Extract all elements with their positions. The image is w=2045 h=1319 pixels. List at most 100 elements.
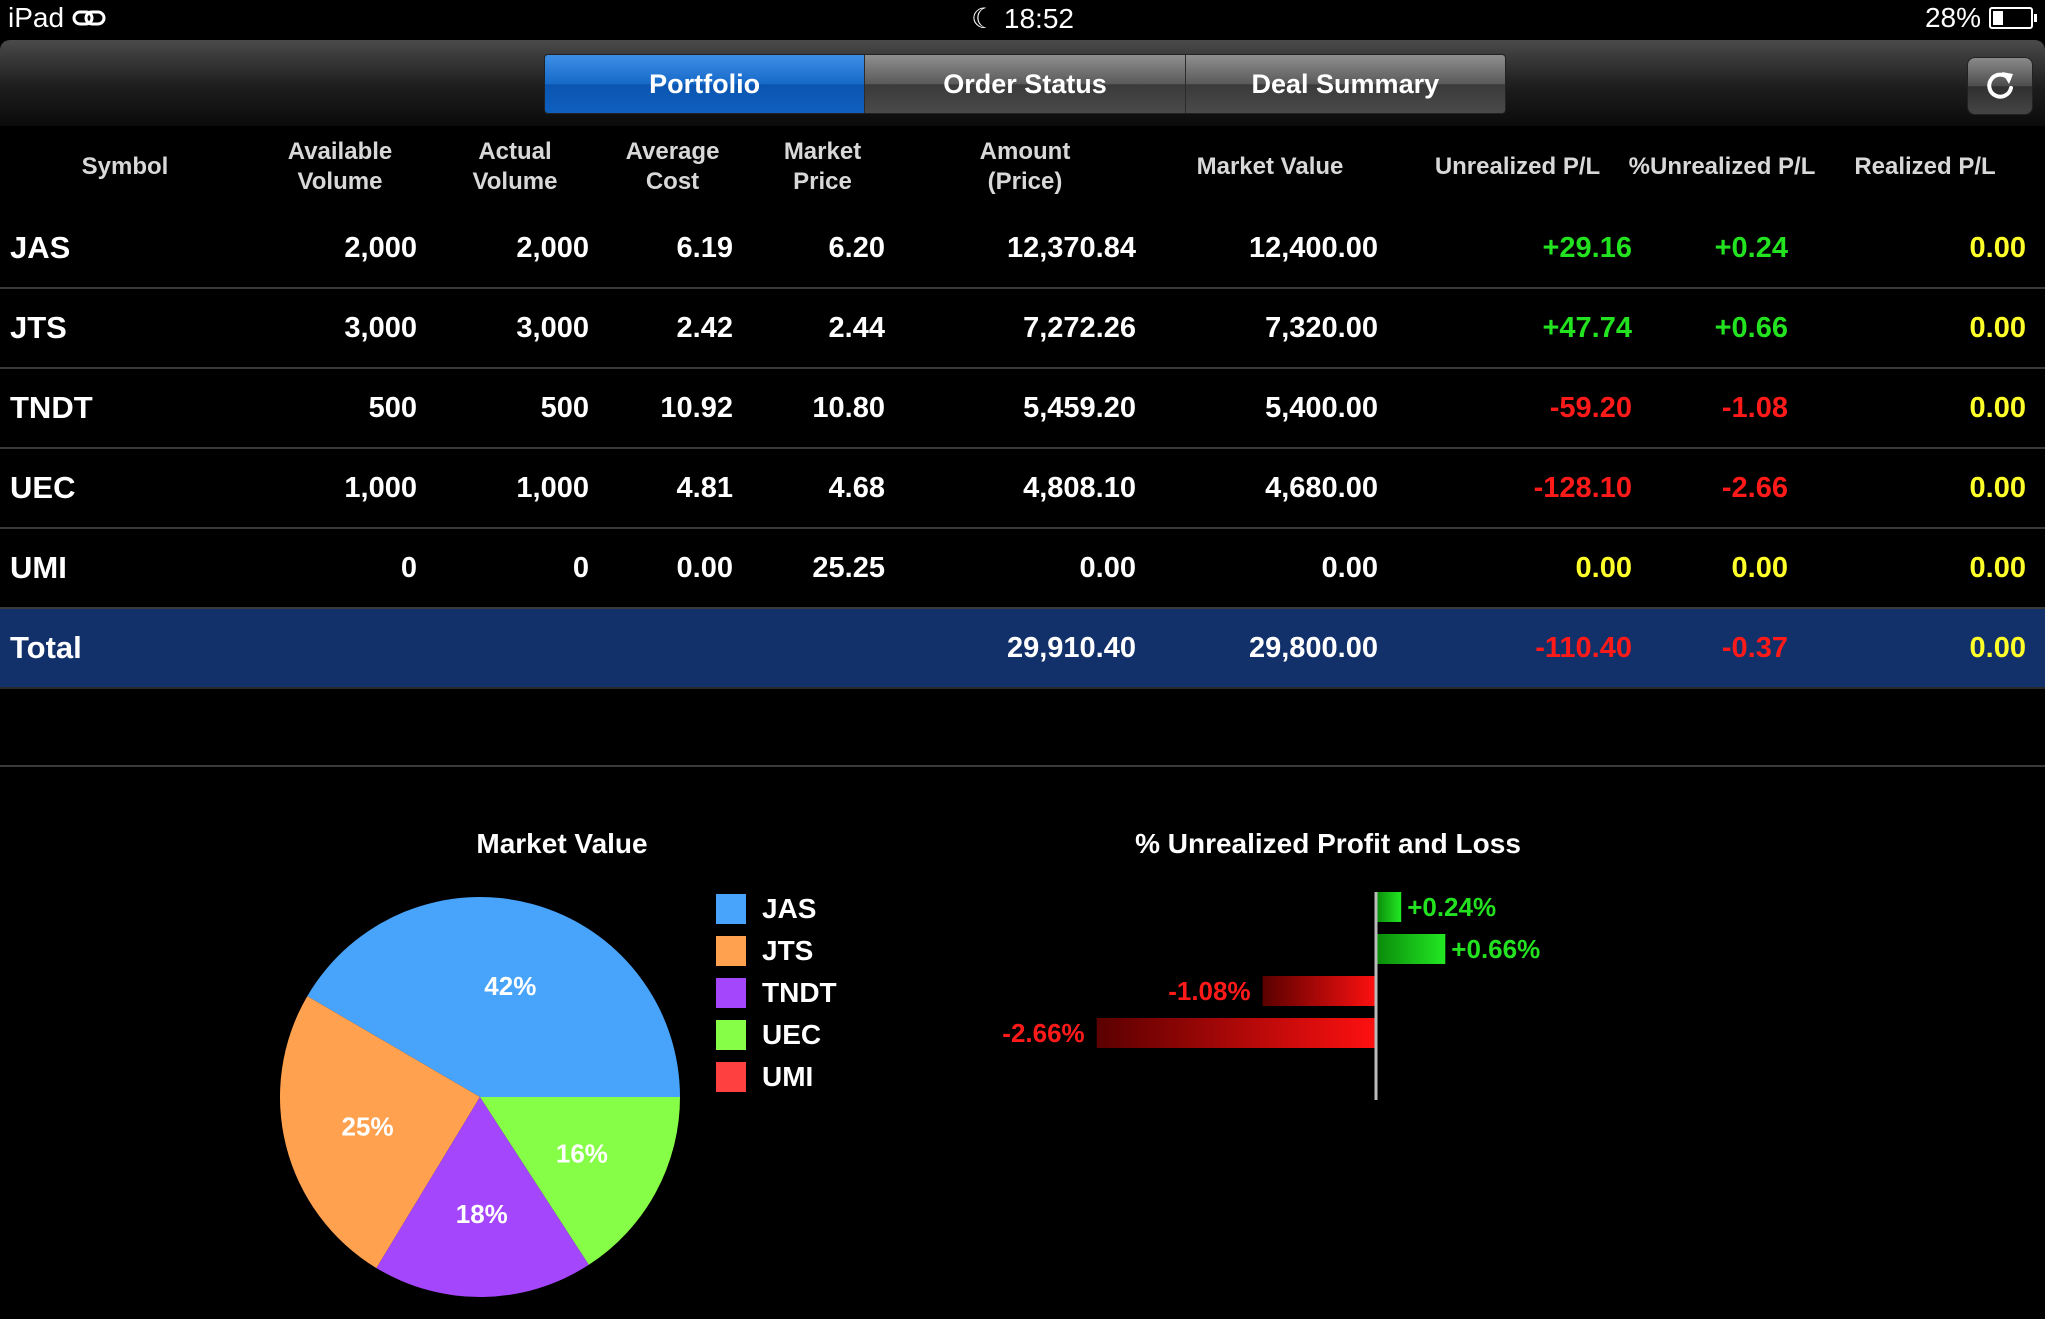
col-actual-volume[interactable]: Actual Volume <box>472 138 558 195</box>
cell-amount: 4,808.10 <box>1023 472 1136 504</box>
col-available-volume[interactable]: Available Volume <box>287 138 393 195</box>
total-realized-pl: 0.00 <box>1969 632 2026 664</box>
col-market-value[interactable]: Market Value <box>1196 153 1344 180</box>
cell-actual-volume: 3,000 <box>516 312 589 344</box>
bar-uec <box>1096 1018 1376 1048</box>
cell-available-volume: 1,000 <box>344 472 417 504</box>
cell-average-cost: 4.81 <box>676 472 733 504</box>
table-row-jts[interactable]: JTS 3,000 3,000 2.42 2.44 7,272.26 7,320… <box>0 289 2045 369</box>
table-row-jas[interactable]: JAS 2,000 2,000 6.19 6.20 12,370.84 12,4… <box>0 209 2045 289</box>
cell-market-value: 5,400.00 <box>1265 392 1378 424</box>
pie-chart-title: Market Value <box>476 828 648 859</box>
col-symbol[interactable]: Symbol <box>81 153 169 180</box>
legend-item-umi: UMI <box>716 1056 837 1098</box>
legend-swatch <box>716 978 746 1008</box>
tab-portfolio[interactable]: Portfolio <box>545 55 866 113</box>
col-market-price[interactable]: Market Price <box>783 138 862 195</box>
tab-deal-summary[interactable]: Deal Summary <box>1185 55 1505 113</box>
cell-realized-pl: 0.00 <box>1969 232 2026 264</box>
cell-amount: 7,272.26 <box>1023 312 1136 344</box>
cell-realized-pl: 0.00 <box>1969 392 2026 424</box>
cell-realized-pl: 0.00 <box>1969 552 2026 584</box>
pie-label-jts: 25% <box>342 1112 394 1142</box>
legend-item-jas: JAS <box>716 888 837 930</box>
tab-order-status[interactable]: Order Status <box>865 55 1186 113</box>
cell-actual-volume: 0 <box>572 552 589 584</box>
cell-available-volume: 3,000 <box>344 312 417 344</box>
total-pct-unrealized-pl: -0.37 <box>1721 632 1788 664</box>
col-pct-unrealized-pl[interactable]: %Unrealized P/L <box>1628 153 1816 180</box>
legend-item-uec: UEC <box>716 1014 837 1056</box>
cell-available-volume: 0 <box>400 552 417 584</box>
pie-slice-jts <box>280 996 480 1269</box>
refresh-button[interactable] <box>1967 57 2033 115</box>
cell-realized-pl: 0.00 <box>1969 472 2026 504</box>
cell-unrealized-pl: 0.00 <box>1575 552 1632 584</box>
pie-label-jas: 42% <box>484 971 536 1001</box>
pie-slice-uec <box>480 1097 680 1265</box>
cell-average-cost: 0.00 <box>676 552 733 584</box>
status-bar: iPad ☾ 18:52 28% <box>0 0 2045 38</box>
col-realized-pl[interactable]: Realized P/L <box>1854 153 1996 180</box>
cell-average-cost: 6.19 <box>676 232 733 264</box>
table-row-total: Total 29,910.40 29,800.00 -110.40 -0.37 … <box>0 609 2045 689</box>
total-unrealized-pl: -110.40 <box>1535 632 1632 664</box>
cell-market-price: 6.20 <box>828 232 885 264</box>
table-row-tndt[interactable]: TNDT 500 500 10.92 10.80 5,459.20 5,400.… <box>0 369 2045 449</box>
legend-label: JTS <box>762 935 814 966</box>
legend-label: UMI <box>762 1061 814 1092</box>
cell-pct-unrealized-pl: +0.66 <box>1714 312 1788 344</box>
cell-amount: 0.00 <box>1079 552 1136 584</box>
bar-label-uec: -2.66% <box>1002 1018 1084 1048</box>
total-market-value: 29,800.00 <box>1248 632 1378 664</box>
status-time: 18:52 <box>1003 3 1074 34</box>
cell-pct-unrealized-pl: 0.00 <box>1731 552 1788 584</box>
segmented-control: Portfolio Order Status Deal Summary <box>544 54 1506 114</box>
col-unrealized-pl[interactable]: Unrealized P/L <box>1434 153 1601 180</box>
bar-jts <box>1376 934 1446 964</box>
bar-chart-title: % Unrealized Profit and Loss <box>1135 828 1521 859</box>
bar-jas <box>1376 892 1402 922</box>
status-left: iPad <box>8 2 108 34</box>
bar-label-jts: +0.66% <box>1451 934 1540 964</box>
pie-slice-jas <box>307 897 680 1097</box>
cell-symbol: JAS <box>10 230 71 265</box>
legend-swatch <box>716 1062 746 1092</box>
pie-label-uec: 16% <box>556 1138 608 1168</box>
col-average-cost[interactable]: Average Cost <box>625 138 720 195</box>
battery-percent: 28% <box>1924 2 1981 33</box>
legend-label: UEC <box>762 1019 822 1050</box>
cell-market-price: 4.68 <box>828 472 885 504</box>
table-row-uec[interactable]: UEC 1,000 1,000 4.81 4.68 4,808.10 4,680… <box>0 449 2045 529</box>
cell-unrealized-pl: +47.74 <box>1542 312 1632 344</box>
legend-swatch <box>716 894 746 924</box>
cell-symbol: UMI <box>10 550 67 585</box>
cell-symbol: TNDT <box>10 390 93 425</box>
battery-level <box>1993 11 2004 25</box>
legend-label: JAS <box>762 893 817 924</box>
cell-average-cost: 2.42 <box>676 312 733 344</box>
table-row-umi[interactable]: UMI 0 0 0.00 25.25 0.00 0.00 0.00 0.00 0… <box>0 529 2045 609</box>
bar-tndt <box>1262 976 1376 1006</box>
pie-legend: JAS JTS TNDT UEC UMI <box>716 888 837 1098</box>
cell-pct-unrealized-pl: -2.66 <box>1721 472 1788 504</box>
cell-market-price: 25.25 <box>812 552 885 584</box>
cell-available-volume: 500 <box>368 392 417 424</box>
device-name: iPad <box>8 2 65 33</box>
total-amount: 29,910.40 <box>1006 632 1136 664</box>
unrealized-pl-bar-chart: +0.24% +0.66% -1.08% -2.66% <box>1002 892 1540 1100</box>
bar-label-tndt: -1.08% <box>1168 976 1250 1006</box>
cell-market-price: 2.44 <box>828 312 885 344</box>
col-amount[interactable]: Amount (Price) <box>979 138 1071 195</box>
cell-unrealized-pl: -128.10 <box>1533 472 1632 504</box>
cell-market-value: 12,400.00 <box>1248 232 1378 264</box>
legend-item-jts: JTS <box>716 930 837 972</box>
legend-swatch <box>716 936 746 966</box>
pie-slice-tndt <box>376 1097 589 1297</box>
cell-average-cost: 10.92 <box>660 392 733 424</box>
legend-item-tndt: TNDT <box>716 972 837 1014</box>
status-right: 28% <box>1924 2 2037 34</box>
table-header: Symbol Available Volume Actual Volume Av… <box>0 128 2045 206</box>
toolbar: Portfolio Order Status Deal Summary <box>0 40 2045 126</box>
market-value-pie-chart: 42% 25% 18% 16% <box>280 897 680 1297</box>
